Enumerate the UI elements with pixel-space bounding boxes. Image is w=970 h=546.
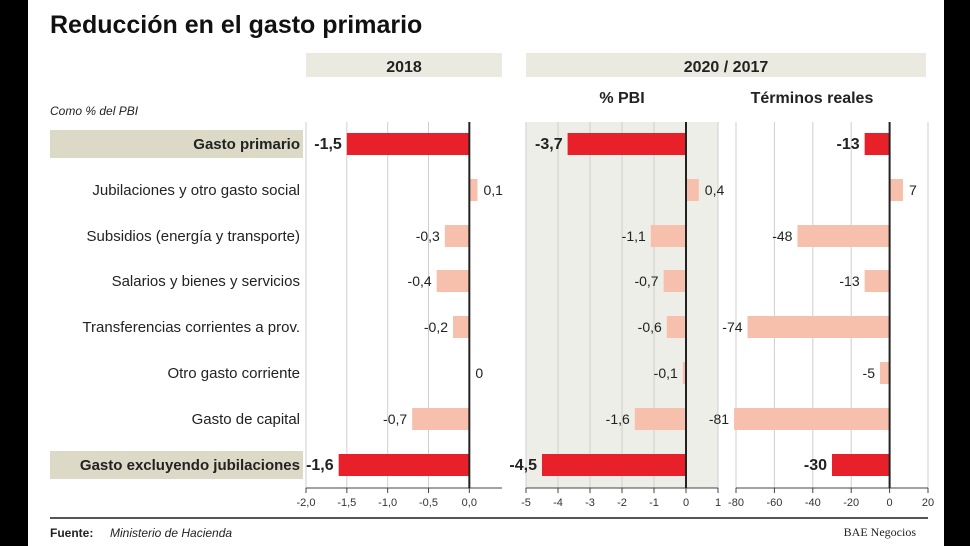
subtitle: Como % del PBI [50, 104, 139, 118]
data-label: -0,6 [638, 319, 662, 335]
bar-2-5 [880, 362, 890, 384]
bar-0-3 [436, 270, 470, 292]
bar-0-0 [346, 133, 470, 155]
chart-canvas: Reducción en el gasto primario 2018 2020 /… [50, 11, 934, 540]
tick-label: -1,0 [378, 497, 397, 509]
data-label: -0,2 [424, 319, 448, 335]
source-label: Fuente: [50, 526, 93, 540]
bar-2-1 [889, 179, 904, 201]
tick-label: -3 [585, 497, 595, 509]
tick-label: 0 [887, 497, 893, 509]
header-terminos-reales: Términos reales [751, 90, 874, 107]
data-label: 0,4 [705, 182, 725, 198]
data-label: -1,6 [606, 411, 630, 427]
data-label: -1,1 [622, 228, 646, 244]
bar-0-4 [453, 316, 470, 338]
bar-0-6 [412, 408, 470, 430]
tick-label: -4 [553, 497, 563, 509]
data-label: 0 [475, 365, 483, 381]
tick-label: -40 [805, 497, 821, 509]
tick-label: 20 [922, 497, 934, 509]
tick-label: -2,0 [297, 497, 316, 509]
header-2018-bg [306, 53, 502, 77]
data-label: -30 [804, 457, 827, 474]
tick-label: -80 [728, 497, 744, 509]
bar-1-7 [542, 454, 686, 476]
data-label: -13 [837, 136, 860, 153]
bar-1-1 [686, 179, 699, 201]
data-label: -3,7 [535, 136, 563, 153]
data-label: -74 [722, 319, 742, 335]
data-label: -81 [709, 411, 729, 427]
tick-label: 0,0 [462, 497, 477, 509]
tick-label: 1 [715, 497, 721, 509]
bar-0-7 [338, 454, 470, 476]
category-label: Gasto excluyendo jubilaciones [80, 457, 300, 474]
row-highlight-0 [50, 130, 303, 158]
data-label: 7 [909, 182, 917, 198]
bar-1-5 [682, 362, 686, 384]
infographic: Reducción en el gasto primario 2018 2020 /… [28, 0, 944, 546]
data-label: -0,4 [408, 273, 432, 289]
bar-2-7 [832, 454, 890, 476]
tick-label: 0 [683, 497, 689, 509]
data-label: -0,7 [634, 273, 658, 289]
category-label: Transferencias corrientes a prov. [82, 319, 300, 336]
data-label: -13 [839, 273, 859, 289]
category-label: Gasto primario [193, 136, 300, 153]
tick-label: -0,5 [419, 497, 438, 509]
source-value: Ministerio de Hacienda [110, 526, 232, 540]
tick-label: -5 [521, 497, 531, 509]
header-2020-2017: 2020 / 2017 [684, 59, 769, 76]
bar-2-6 [734, 408, 890, 430]
bar-1-2 [650, 225, 686, 247]
bar-0-2 [444, 225, 470, 247]
data-label: 0,1 [484, 182, 504, 198]
tick-label: -2 [617, 497, 627, 509]
data-label: -1,6 [306, 457, 334, 474]
category-label: Subsidios (energía y transporte) [87, 228, 300, 245]
category-label: Gasto de capital [192, 411, 300, 428]
credit: BAE Negocios [844, 525, 917, 539]
data-label: -0,1 [654, 365, 678, 381]
chart-title: Reducción en el gasto primario [50, 11, 422, 39]
bar-2-4 [747, 316, 890, 338]
tick-label: -60 [766, 497, 782, 509]
data-label: -0,3 [416, 228, 440, 244]
bar-2-0 [864, 133, 890, 155]
bar-1-6 [634, 408, 686, 430]
bar-2-2 [797, 225, 890, 247]
data-label: -0,7 [383, 411, 407, 427]
category-label: Jubilaciones y otro gasto social [92, 182, 300, 199]
header-2018: 2018 [386, 59, 422, 76]
data-label: -48 [772, 228, 792, 244]
data-label: -1,5 [314, 136, 342, 153]
category-label: Otro gasto corriente [167, 365, 300, 382]
data-label: -5 [863, 365, 876, 381]
header-pct-pbi: % PBI [599, 90, 644, 107]
bar-1-4 [666, 316, 686, 338]
header-2020-bg [526, 53, 926, 77]
category-label: Salarios y bienes y servicios [112, 273, 300, 290]
bar-0-1 [469, 179, 478, 201]
bar-2-3 [864, 270, 890, 292]
bar-1-0 [567, 133, 686, 155]
tick-label: -1 [649, 497, 659, 509]
tick-label: -1,5 [337, 497, 356, 509]
row-highlight-7 [50, 451, 303, 479]
tick-label: -20 [843, 497, 859, 509]
bar-1-3 [663, 270, 686, 292]
data-label: -4,5 [509, 457, 537, 474]
